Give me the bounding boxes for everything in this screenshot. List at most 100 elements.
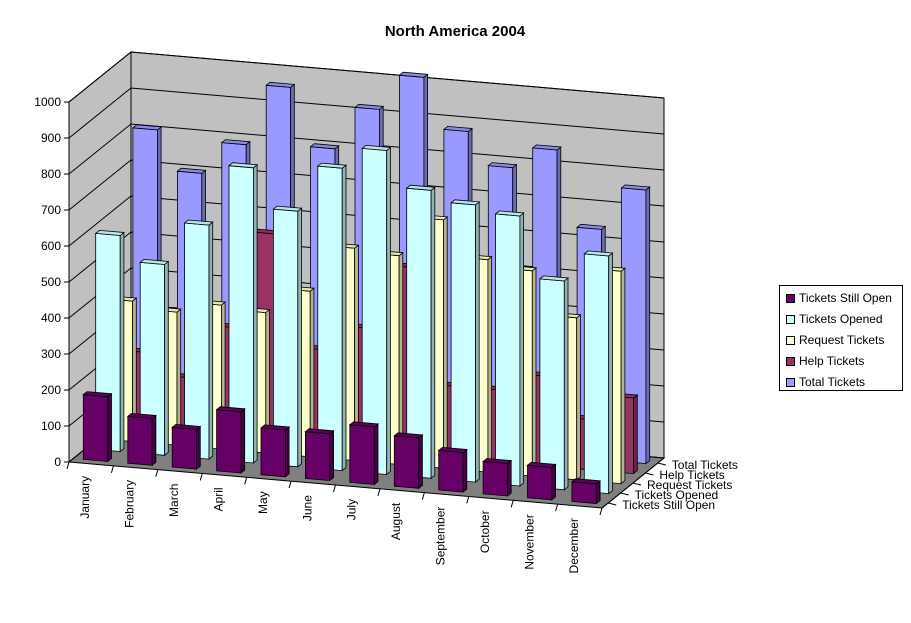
gridline [68,51,665,103]
x-tick-label: June [300,495,314,521]
bar-side [595,479,601,505]
legend-label: Total Tickets [799,375,866,389]
bar-side [164,260,169,457]
bar-side [341,164,347,472]
bar [482,458,513,497]
bar-side [531,266,537,477]
legend-item: Tickets Opened [786,310,883,328]
legend-item: Request Tickets [786,331,884,349]
bar-top [570,478,602,485]
bar-top [398,71,429,78]
legend: Tickets Still Open Tickets Opened Request … [779,285,903,391]
x-tick-mark [466,496,470,504]
bar-side [252,163,258,464]
depth-tick-label: Help Tickets [659,468,724,482]
x-tick-mark [421,492,425,500]
bar [139,258,170,457]
bar-side [645,186,651,465]
bar-front [393,435,420,489]
bar-front [527,464,553,501]
bar-side [462,448,468,493]
y-tick-label: 400 [41,311,61,325]
x-tick-mark [110,465,114,473]
bar-side [284,426,290,478]
y-tick-label: 200 [41,383,61,397]
x-tick-label: February [123,480,137,528]
bar-top [531,144,562,151]
bar-front [583,253,610,495]
bar-side [240,407,246,474]
legend-swatch [786,356,795,366]
x-tick-label: May [256,491,270,514]
x-tick-label: August [389,502,403,540]
depth-tick-mark [645,472,654,476]
gridline [68,159,665,211]
bar [171,423,202,470]
bar-top [131,124,163,131]
bar-side [208,221,214,460]
depth-tick-label: Tickets Opened [635,488,719,502]
bar-top [494,210,525,217]
bar-side [487,255,493,473]
bar-side [418,434,423,490]
bar [316,162,348,472]
depth-tick-label: Total Tickets [672,458,738,472]
x-tick-mark [555,504,559,512]
bar-top [437,446,468,453]
bar [393,432,424,490]
bar [526,461,557,501]
bar-front [216,409,242,474]
bar [450,199,481,483]
x-tick-mark [288,481,292,489]
bar [570,478,602,505]
bar-top [348,421,380,428]
bar-front [495,213,521,487]
bar-top [353,103,385,110]
bar-top [487,162,518,169]
bar [126,412,157,467]
bar-top [94,229,125,236]
bar-top [220,139,251,146]
bar [215,406,246,474]
y-tick-label: 300 [41,347,61,361]
bar-top [620,184,651,191]
depth-tick-label: Request Tickets [647,478,732,492]
bar-top [265,81,296,88]
legend-swatch [786,335,795,345]
bar-top [215,406,246,413]
x-tick-label: October [478,510,492,553]
bar [272,205,303,468]
gridline [68,123,665,175]
bar-top [176,167,207,174]
x-tick-label: November [522,514,536,569]
y-tick-label: 800 [41,167,61,181]
bar-side [373,423,379,486]
x-tick-label: September [434,507,448,566]
bar-side [475,201,480,483]
bar-top [405,184,436,191]
bar [82,391,113,463]
depth-tick-label: Tickets Still Open [622,498,715,512]
bar-side [151,414,157,467]
bar-side [297,207,302,468]
bar [304,428,335,482]
bar-side [507,459,512,497]
legend-label: Request Tickets [799,333,885,347]
bar-side [430,186,436,480]
bar-side [576,313,581,481]
bar-top [139,258,170,265]
bar-top [576,223,607,230]
bar [538,275,570,491]
x-tick-mark [333,484,336,493]
bar-front [450,202,476,483]
bar-side [608,252,613,495]
bar-side [633,394,638,475]
bar-front [482,461,508,497]
x-tick-label: March [167,484,181,517]
x-tick-mark [599,507,603,516]
bar-front [127,415,153,466]
legend-swatch [786,293,795,303]
bar-top [272,205,303,212]
legend-item: Help Tickets [786,352,864,370]
y-tick-label: 700 [41,203,61,217]
